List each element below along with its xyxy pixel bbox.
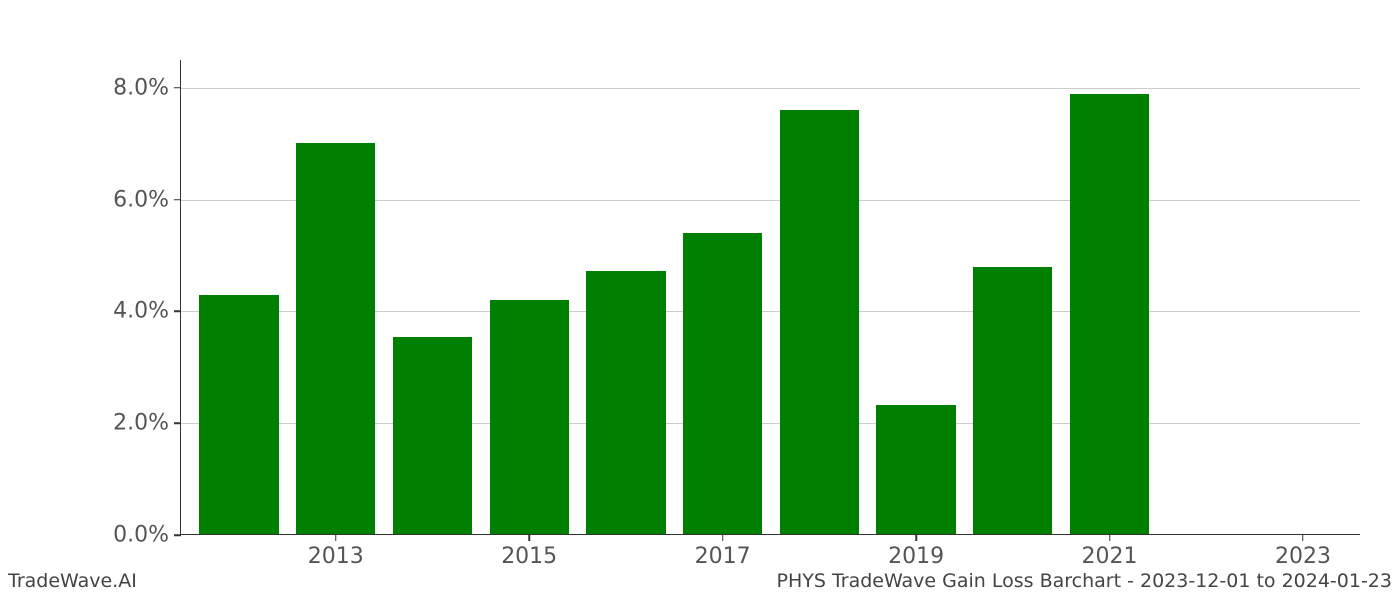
bar (296, 143, 375, 534)
ytick-mark (174, 87, 181, 89)
footer-left-text: TradeWave.AI (8, 570, 137, 592)
xtick-mark (335, 534, 337, 541)
xtick-mark (915, 534, 917, 541)
xtick-label: 2015 (501, 544, 557, 569)
bar-chart: 0.0%2.0%4.0%6.0%8.0%20132015201720192021… (180, 60, 1360, 535)
ytick-label: 8.0% (113, 75, 169, 100)
ytick-mark (174, 422, 181, 424)
xtick-mark (1109, 534, 1111, 541)
footer-right-text: PHYS TradeWave Gain Loss Barchart - 2023… (777, 570, 1393, 592)
bar (780, 110, 859, 534)
ytick-mark (174, 534, 181, 536)
xtick-mark (722, 534, 724, 541)
bar (490, 300, 569, 534)
bar (683, 233, 762, 534)
bar (586, 271, 665, 534)
xtick-label: 2017 (695, 544, 751, 569)
plot-area: 0.0%2.0%4.0%6.0%8.0%20132015201720192021… (180, 60, 1360, 535)
xtick-label: 2019 (888, 544, 944, 569)
bar (973, 267, 1052, 534)
xtick-label: 2013 (308, 544, 364, 569)
gridline (181, 88, 1360, 89)
bar (199, 295, 278, 534)
ytick-mark (174, 311, 181, 313)
xtick-label: 2021 (1082, 544, 1138, 569)
ytick-label: 6.0% (113, 187, 169, 212)
ytick-label: 4.0% (113, 299, 169, 324)
ytick-label: 0.0% (113, 523, 169, 548)
xtick-mark (528, 534, 530, 541)
bar (1070, 94, 1149, 534)
ytick-mark (174, 199, 181, 201)
bar (393, 337, 472, 534)
xtick-label: 2023 (1275, 544, 1331, 569)
ytick-label: 2.0% (113, 411, 169, 436)
bar (876, 405, 955, 534)
xtick-mark (1302, 534, 1304, 541)
